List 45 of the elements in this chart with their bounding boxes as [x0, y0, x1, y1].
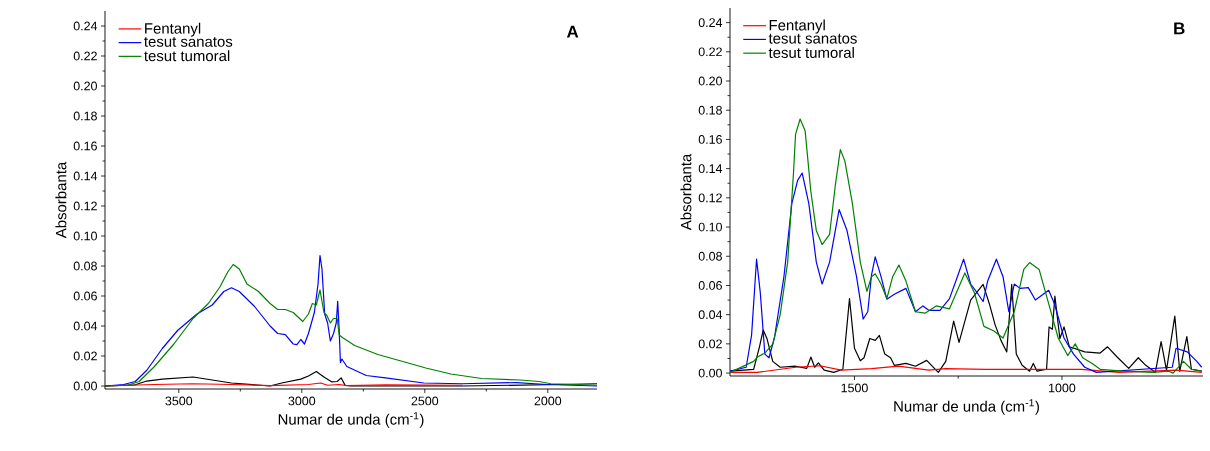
- legend-label: Fentanyl: [769, 19, 825, 34]
- y-tick-label: 0.10: [698, 222, 722, 232]
- y-tick-label: 0.04: [698, 310, 723, 320]
- y-tick-label: 0.06: [698, 281, 722, 290]
- y-tick-label: 0.00: [698, 368, 722, 378]
- y-tick-label: 0.04: [73, 321, 98, 331]
- x-axis-title: Numar de unda (cm$^{-1}$): [278, 412, 424, 428]
- y-tick-label: 0.02: [698, 339, 722, 349]
- legend-label: tesut sanatos: [768, 33, 857, 44]
- y-tick-label: 0.14: [698, 164, 723, 174]
- y-tick-label: 0.08: [73, 261, 97, 271]
- y-tick-label: 0.02: [73, 351, 97, 361]
- annotation: A: [566, 25, 579, 38]
- y-axis-title: Absorbanta: [55, 161, 67, 239]
- y-tick-label: 0.20: [73, 81, 97, 91]
- y-tick-label: 0.20: [698, 76, 722, 86]
- y-tick-label: 0.06: [73, 291, 97, 301]
- legend-label: tesut tumoral: [768, 47, 854, 58]
- y-tick-label: 0.24: [698, 18, 723, 28]
- x-tick-label: 2000: [534, 396, 562, 406]
- annotation: B: [1174, 22, 1185, 35]
- y-tick-label: 0.08: [698, 251, 722, 261]
- y-tick-label: 0.22: [73, 51, 97, 61]
- x-axis-title: Numar de unda (cm$^{-1}$): [894, 399, 1039, 415]
- y-tick-label: 0.24: [73, 21, 98, 31]
- y-tick-label: 0.14: [73, 171, 98, 181]
- x-tick-label: 2500: [411, 396, 439, 406]
- y-tick-label: 0.18: [698, 105, 722, 115]
- y-tick-label: 0.00: [73, 381, 97, 391]
- legend-label: tesut tumoral: [144, 50, 230, 62]
- y-axis-title: Absorbanta: [680, 153, 692, 231]
- y-tick-label: 0.12: [73, 201, 97, 211]
- y-tick-label: 0.22: [698, 47, 722, 57]
- y-tick-label: 0.12: [698, 193, 722, 203]
- x-tick-label: 1000: [1049, 383, 1076, 393]
- x-tick-label: 1500: [841, 383, 868, 393]
- y-tick-label: 0.16: [698, 135, 722, 144]
- legend-label: Fentanyl: [145, 22, 201, 37]
- x-tick-label: 3500: [165, 396, 193, 406]
- y-tick-label: 0.16: [73, 141, 97, 151]
- line-series: [730, 172, 1203, 373]
- legend-label: tesut sanatos: [144, 37, 233, 47]
- x-tick-label: 3000: [288, 396, 316, 406]
- y-tick-label: 0.10: [73, 231, 97, 241]
- y-tick-label: 0.18: [73, 111, 97, 121]
